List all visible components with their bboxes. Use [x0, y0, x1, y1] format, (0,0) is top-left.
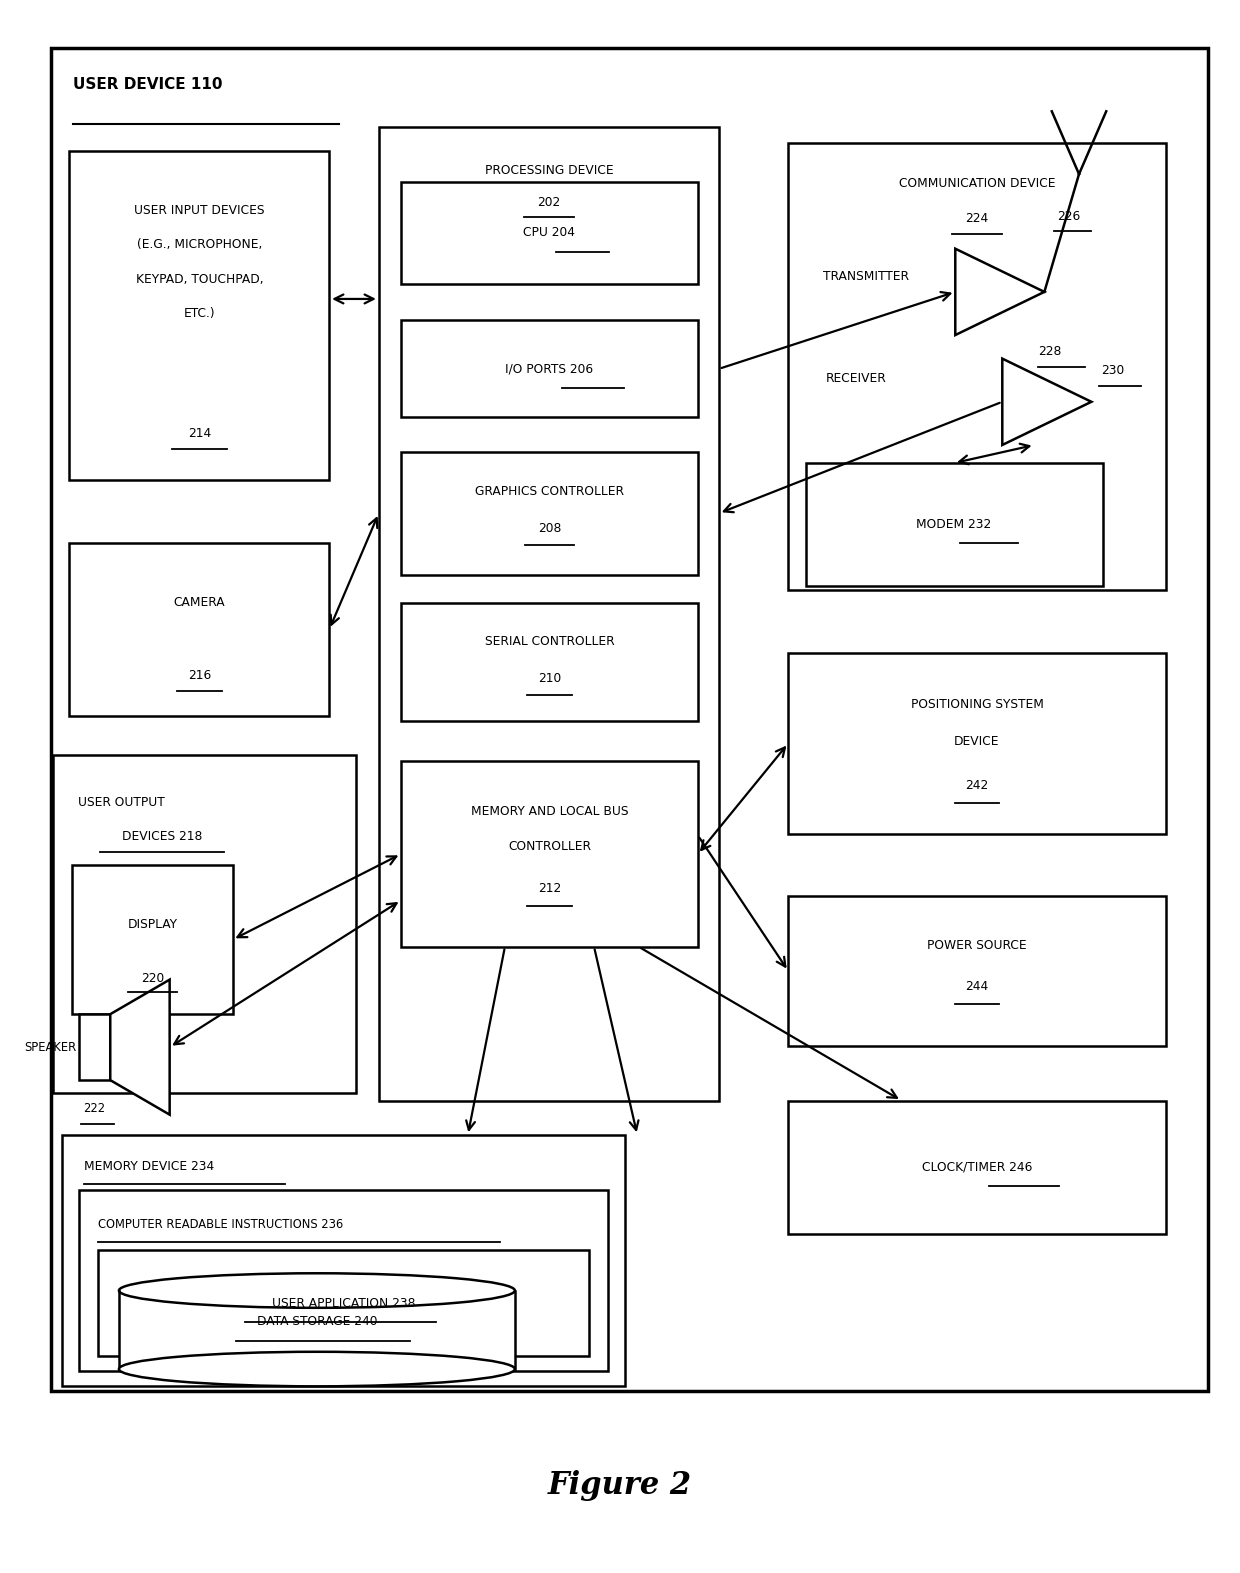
Bar [401, 602, 698, 720]
Text: 208: 208 [538, 522, 562, 535]
Bar [72, 865, 233, 1015]
Bar [806, 462, 1102, 585]
Bar [51, 49, 1208, 1391]
Text: SERIAL CONTROLLER: SERIAL CONTROLLER [485, 635, 614, 648]
Text: CLOCK/TIMER 246: CLOCK/TIMER 246 [921, 1161, 1032, 1173]
Bar [401, 451, 698, 574]
Text: 222: 222 [83, 1103, 105, 1115]
Text: 226: 226 [1056, 211, 1080, 223]
Bar [789, 653, 1166, 834]
Ellipse shape [119, 1273, 515, 1307]
Text: DATA STORAGE 240: DATA STORAGE 240 [257, 1315, 377, 1329]
Bar [53, 755, 356, 1093]
Text: CONTROLLER: CONTROLLER [508, 840, 591, 853]
Text: 220: 220 [140, 972, 164, 985]
Bar [401, 321, 698, 417]
Text: MODEM 232: MODEM 232 [916, 518, 992, 530]
Bar [789, 897, 1166, 1046]
Text: 244: 244 [965, 980, 988, 993]
Text: 230: 230 [1101, 363, 1125, 378]
Text: 228: 228 [1038, 344, 1061, 359]
Text: CPU 204: CPU 204 [523, 227, 575, 239]
Text: MEMORY DEVICE 234: MEMORY DEVICE 234 [84, 1159, 215, 1173]
Bar [79, 1191, 608, 1370]
Text: DEVICES 218: DEVICES 218 [122, 831, 202, 843]
Text: COMMUNICATION DEVICE: COMMUNICATION DEVICE [899, 178, 1055, 190]
Text: 216: 216 [187, 669, 211, 681]
Text: 214: 214 [187, 426, 211, 440]
Text: Figure 2: Figure 2 [548, 1469, 692, 1501]
Bar [119, 1290, 515, 1369]
Text: TRANSMITTER: TRANSMITTER [823, 269, 909, 283]
Text: MEMORY AND LOCAL BUS: MEMORY AND LOCAL BUS [471, 805, 629, 818]
Text: USER APPLICATION 238: USER APPLICATION 238 [272, 1296, 415, 1310]
Text: PROCESSING DEVICE: PROCESSING DEVICE [485, 165, 613, 178]
Text: KEYPAD, TOUCHPAD,: KEYPAD, TOUCHPAD, [135, 272, 263, 286]
Text: POWER SOURCE: POWER SOURCE [928, 939, 1027, 952]
Text: 242: 242 [965, 779, 988, 793]
Text: CAMERA: CAMERA [174, 596, 226, 609]
Polygon shape [1002, 359, 1091, 445]
Text: 202: 202 [537, 197, 560, 209]
Text: SPEAKER: SPEAKER [25, 1041, 77, 1054]
Bar [69, 151, 330, 480]
Text: 210: 210 [538, 672, 562, 686]
Text: (E.G., MICROPHONE,: (E.G., MICROPHONE, [136, 238, 262, 252]
Bar [79, 1015, 110, 1081]
Bar [69, 543, 330, 716]
Text: GRAPHICS CONTROLLER: GRAPHICS CONTROLLER [475, 484, 624, 497]
Text: 212: 212 [538, 882, 562, 895]
Bar [789, 143, 1166, 590]
Text: RECEIVER: RECEIVER [826, 371, 887, 385]
Bar [789, 1101, 1166, 1233]
Bar [62, 1136, 625, 1386]
Text: 224: 224 [965, 212, 988, 225]
Text: ETC.): ETC.) [184, 307, 216, 321]
Text: COMPUTER READABLE INSTRUCTIONS 236: COMPUTER READABLE INSTRUCTIONS 236 [98, 1218, 343, 1232]
Text: USER DEVICE 110: USER DEVICE 110 [73, 77, 223, 91]
Text: USER OUTPUT: USER OUTPUT [78, 796, 165, 809]
Text: DEVICE: DEVICE [955, 735, 999, 749]
Polygon shape [955, 249, 1044, 335]
Bar [378, 127, 719, 1101]
Bar [401, 182, 698, 285]
Bar [98, 1249, 589, 1356]
Text: USER INPUT DEVICES: USER INPUT DEVICES [134, 204, 264, 217]
Text: POSITIONING SYSTEM: POSITIONING SYSTEM [910, 697, 1043, 711]
Text: I/O PORTS 206: I/O PORTS 206 [506, 362, 594, 376]
Polygon shape [110, 980, 170, 1115]
Ellipse shape [119, 1351, 515, 1386]
Text: DISPLAY: DISPLAY [128, 919, 177, 931]
Bar [401, 761, 698, 947]
